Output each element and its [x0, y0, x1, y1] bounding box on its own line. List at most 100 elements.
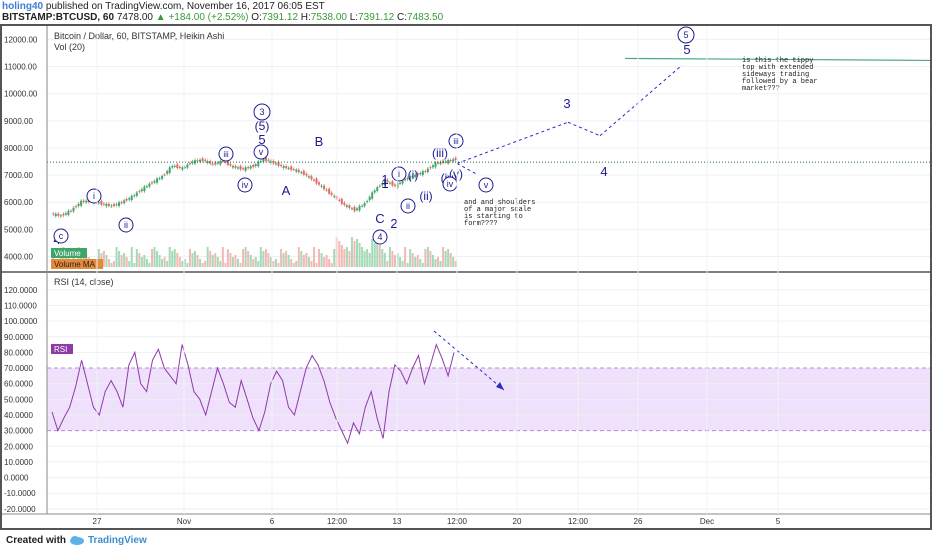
- candle-body: [333, 195, 336, 197]
- volume-bar: [343, 249, 346, 267]
- candle-body: [371, 192, 374, 199]
- rsi-pane: 120.0000 110.0000 100.0000 90.0000 80.0000 70…: [4, 277, 930, 514]
- rsi-tick-label: 70.0000: [4, 364, 33, 373]
- candle-body: [426, 168, 429, 172]
- candle-body: [140, 189, 143, 192]
- candle-body: [257, 161, 260, 167]
- volume-bar: [163, 257, 166, 267]
- volume-legend-chip: [51, 248, 87, 258]
- author-link[interactable]: holing40: [2, 1, 44, 12]
- symbol-label: BITSTAMP:BTCUSD, 60: [2, 12, 115, 23]
- rsi-tick-label: 120.0000: [4, 286, 38, 295]
- candle-body: [204, 159, 207, 161]
- price-tick-label: 12000.00: [4, 35, 38, 44]
- vol-indicator-label: Vol (20): [54, 42, 85, 52]
- volume-bar: [153, 247, 156, 267]
- candle-body: [267, 159, 270, 161]
- volume-bar: [183, 259, 186, 267]
- candle-body: [340, 198, 343, 204]
- candle-body: [361, 205, 364, 207]
- volume-bar: [421, 263, 424, 267]
- candle-body: [102, 203, 105, 205]
- wave-label: 3: [563, 96, 570, 111]
- volume-bar: [302, 255, 305, 267]
- candle-body: [419, 173, 422, 175]
- volume-bar: [166, 261, 169, 267]
- volume-bar: [242, 249, 245, 267]
- rsi-tick-label: 30.0000: [4, 427, 33, 436]
- volume-bar: [404, 247, 407, 267]
- time-tick-label: 5: [776, 517, 781, 526]
- high-label: H:: [300, 12, 311, 23]
- candle-body: [399, 183, 402, 185]
- candle-body: [135, 192, 138, 196]
- volume-bar: [312, 247, 315, 267]
- candle-body: [168, 167, 171, 173]
- volume-bar: [447, 249, 450, 267]
- candle-body: [378, 185, 381, 187]
- rsi-tick-label: 10.0000: [4, 458, 33, 467]
- volume-bar: [320, 253, 323, 267]
- volume-bar: [396, 253, 399, 267]
- volume-bar: [290, 259, 293, 267]
- candle-body: [404, 178, 407, 181]
- volume-bar: [297, 247, 300, 267]
- candle-body: [150, 182, 153, 184]
- candle-body: [188, 163, 191, 165]
- candle-body: [72, 207, 75, 212]
- candle-body: [409, 176, 412, 181]
- up-arrow-icon: ▲: [155, 12, 166, 23]
- rsi-tick-label: 90.0000: [4, 333, 33, 342]
- volume-bar: [206, 247, 209, 267]
- candle-body: [105, 203, 108, 207]
- annotation-tt-line-3: sideways trading: [742, 71, 809, 79]
- candle-body: [85, 200, 88, 203]
- rsi-tick-label: -20.0000: [4, 505, 36, 514]
- volume-bar: [143, 255, 146, 267]
- time-tick-label: 12:00: [447, 517, 468, 526]
- volume-bar: [300, 251, 303, 267]
- candle-body: [231, 166, 234, 168]
- candle-body: [183, 167, 186, 169]
- volume-bar: [406, 263, 409, 267]
- candle-body: [368, 196, 371, 201]
- candle-body: [264, 156, 267, 161]
- wave-circle: [372, 229, 388, 245]
- volume-bar: [444, 251, 447, 267]
- volume-bar: [211, 255, 214, 267]
- price-axis: 12000.00 11000.00 10000.00 9000.00 8000.00 70…: [4, 35, 38, 261]
- candle-body: [211, 163, 214, 165]
- volume-bar: [378, 245, 381, 267]
- annotation-hs-line-3: is starting to: [464, 213, 523, 221]
- candle-body: [97, 202, 100, 204]
- volume-bar: [325, 255, 328, 267]
- volume-bar: [156, 251, 159, 267]
- candle-body: [272, 160, 275, 164]
- volume-bar: [209, 251, 212, 267]
- volume-bar: [401, 261, 404, 267]
- wave-label: B: [315, 134, 324, 149]
- wave-circle: [237, 177, 253, 193]
- wave-circle-label: c: [59, 231, 64, 241]
- candle-body: [411, 176, 414, 178]
- candle-body: [82, 200, 85, 202]
- volume-bar: [110, 263, 113, 267]
- chart-canvas[interactable]: 12000.00 11000.00 10000.00 9000.00 8000.00 70…: [2, 26, 931, 528]
- candle-body: [196, 160, 199, 162]
- volume-bar: [135, 249, 138, 267]
- tradingview-logo-text[interactable]: TradingView: [88, 535, 147, 546]
- price-tick-label: 6000.00: [4, 198, 33, 207]
- wave-label: (ii): [419, 189, 432, 203]
- wave-label: 1: [381, 172, 388, 187]
- volume-bar: [221, 247, 224, 267]
- candle-body: [239, 166, 242, 170]
- candle-body: [181, 167, 184, 170]
- candle-body: [219, 160, 222, 165]
- candle-body: [312, 179, 315, 181]
- tradingview-cloud-icon: [70, 536, 84, 545]
- candle-body: [52, 213, 55, 215]
- candle-body: [221, 160, 224, 162]
- candle-body: [166, 171, 169, 174]
- candle-body: [439, 162, 442, 164]
- volume-bar: [399, 257, 402, 267]
